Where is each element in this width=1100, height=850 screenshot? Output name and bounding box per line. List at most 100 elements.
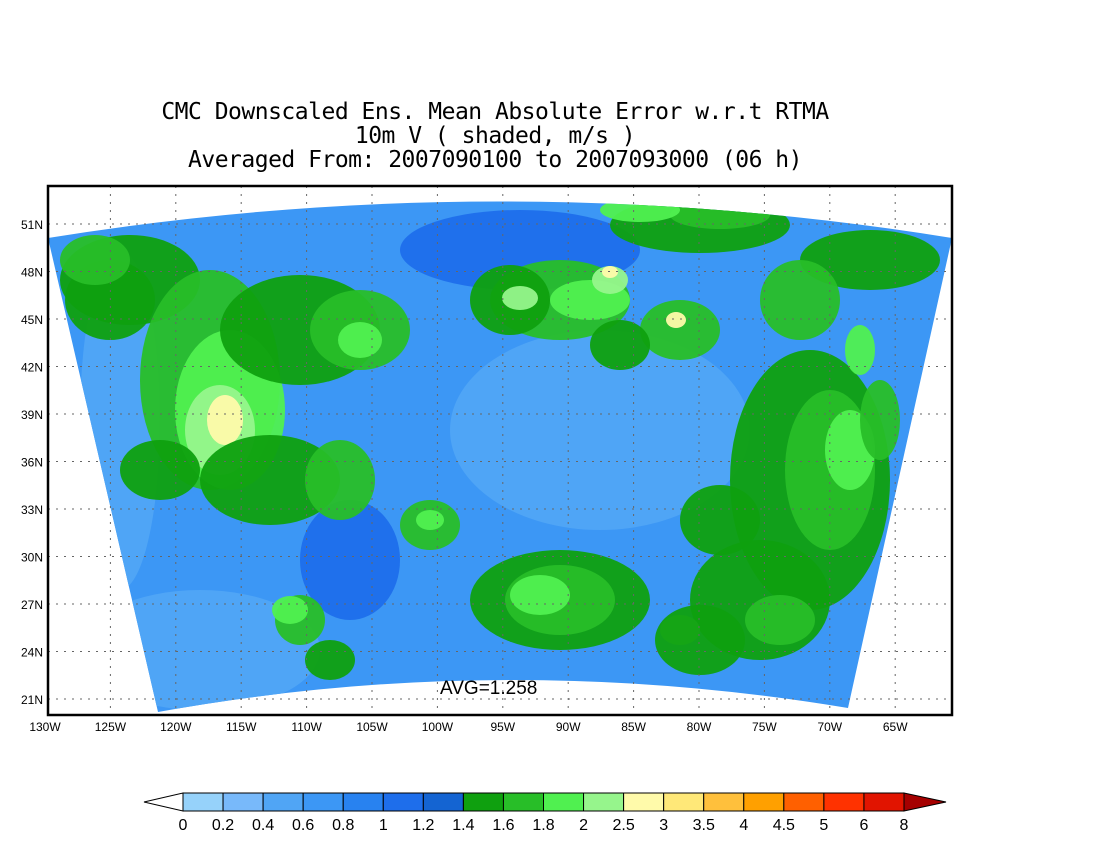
field-patch xyxy=(590,320,650,370)
field-patch xyxy=(592,266,628,294)
colorbar-low-arrow xyxy=(143,792,184,812)
field-patch xyxy=(640,300,720,360)
colorbar-box xyxy=(823,792,865,812)
colorbar-tick-label: 0.6 xyxy=(292,817,314,834)
colorbar-box xyxy=(382,792,424,812)
colorbar-tick-label: 8 xyxy=(900,817,909,834)
colorbar-high-arrow xyxy=(903,792,947,812)
latitude-labels: 51N 48N 45N 42N 39N 36N 33N 30N 27N 24N 21N xyxy=(21,218,43,707)
lon-tick-label: 110W xyxy=(291,720,322,734)
title-line-3: Averaged From: 2007090100 to 2007093000 … xyxy=(188,147,802,173)
colorbar xyxy=(143,792,947,812)
longitude-labels: 130W 125W 120W 115W 110W 105W 100W 95W 90W 85W 80W… xyxy=(29,720,908,734)
colorbar-tick-label: 1.4 xyxy=(452,817,474,834)
field-patch xyxy=(760,260,840,340)
field-patch xyxy=(305,640,355,680)
lat-tick-label: 39N xyxy=(21,408,43,422)
lat-tick-label: 30N xyxy=(21,551,43,565)
colorbar-box xyxy=(262,792,304,812)
colorbar-labels: 0 0.2 0.4 0.6 0.8 1 1.2 1.4 1.6 1.8 2 2.5 3 3.5 4 4.5 5 6… xyxy=(179,817,909,834)
lat-tick-label: 33N xyxy=(21,503,43,517)
field-patch xyxy=(305,440,375,520)
field-patch xyxy=(800,230,940,290)
lat-tick-label: 27N xyxy=(21,598,43,612)
lon-tick-label: 100W xyxy=(422,720,454,734)
lon-tick-label: 85W xyxy=(621,720,646,734)
colorbar-tick-label: 4 xyxy=(739,817,748,834)
lat-lon-grid xyxy=(48,186,952,715)
colorbar-box xyxy=(462,792,504,812)
error-field xyxy=(48,201,952,712)
colorbar-box xyxy=(863,792,905,812)
field-patch xyxy=(600,201,680,222)
colorbar-tick-label: 1.2 xyxy=(412,817,434,834)
field-patch xyxy=(680,485,760,555)
field-patch xyxy=(200,435,340,525)
average-label: AVG=1.258 xyxy=(440,678,537,699)
lat-tick-label: 21N xyxy=(21,693,43,707)
colorbar-tick-label: 4.5 xyxy=(773,817,795,834)
colorbar-tick-label: 2.5 xyxy=(612,817,634,834)
colorbar-box xyxy=(342,792,384,812)
colorbar-tick-label: 0.8 xyxy=(332,817,354,834)
title-line-2: 10m V ( shaded, m/s ) xyxy=(354,123,636,149)
field-patch xyxy=(666,312,686,328)
colorbar-tick-label: 1 xyxy=(379,817,388,834)
lat-tick-label: 48N xyxy=(21,266,43,280)
lat-tick-label: 24N xyxy=(21,646,43,660)
colorbar-box xyxy=(222,792,264,812)
lon-tick-label: 120W xyxy=(160,720,192,734)
lon-tick-label: 75W xyxy=(752,720,777,734)
field-patch xyxy=(207,395,243,445)
field-patch xyxy=(120,440,200,500)
field-patch xyxy=(416,510,444,530)
colorbar-box xyxy=(543,792,585,812)
lon-tick-label: 105W xyxy=(356,720,388,734)
colorbar-tick-label: 1.8 xyxy=(532,817,554,834)
field-patch xyxy=(510,575,570,615)
colorbar-tick-label: 0.4 xyxy=(252,817,274,834)
lat-tick-label: 36N xyxy=(21,456,43,470)
field-patch xyxy=(845,325,875,375)
field-patch xyxy=(60,235,130,285)
field-patch xyxy=(338,322,382,358)
colorbar-box xyxy=(422,792,464,812)
field-patch xyxy=(502,286,538,310)
colorbar-tick-label: 1.6 xyxy=(492,817,514,834)
lon-tick-label: 130W xyxy=(29,720,61,734)
colorbar-tick-label: 3.5 xyxy=(693,817,715,834)
lon-tick-label: 95W xyxy=(490,720,515,734)
map-title: CMC Downscaled Ens. Mean Absolute Error … xyxy=(0,100,990,172)
colorbar-box xyxy=(783,792,825,812)
field-patch xyxy=(860,380,900,460)
colorbar-box xyxy=(663,792,705,812)
colorbar-tick-label: 6 xyxy=(859,817,868,834)
colorbar-tick-label: 5 xyxy=(819,817,828,834)
lon-tick-label: 65W xyxy=(883,720,908,734)
colorbar-box xyxy=(583,792,625,812)
title-line-1: CMC Downscaled Ens. Mean Absolute Error … xyxy=(161,99,829,125)
field-patch xyxy=(655,605,745,675)
colorbar-box xyxy=(623,792,665,812)
lon-tick-label: 115W xyxy=(226,720,257,734)
field-patch xyxy=(670,201,770,229)
colorbar-tick-label: 0 xyxy=(179,817,188,834)
colorbar-tick-label: 0.2 xyxy=(212,817,234,834)
colorbar-box xyxy=(703,792,745,812)
map-frame xyxy=(46,184,954,717)
field-patch xyxy=(300,500,400,620)
colorbar-tick-label: 3 xyxy=(659,817,668,834)
lat-tick-label: 42N xyxy=(21,361,43,375)
field-patch xyxy=(745,595,815,645)
colorbar-tick-label: 2 xyxy=(579,817,588,834)
colorbar-box xyxy=(302,792,344,812)
lon-tick-label: 70W xyxy=(817,720,842,734)
lon-tick-label: 125W xyxy=(95,720,127,734)
lon-tick-label: 80W xyxy=(687,720,712,734)
lat-tick-label: 45N xyxy=(21,313,43,327)
colorbar-box xyxy=(182,792,224,812)
colorbar-box xyxy=(743,792,785,812)
field-patch xyxy=(450,330,750,530)
colorbar-box xyxy=(502,792,545,812)
